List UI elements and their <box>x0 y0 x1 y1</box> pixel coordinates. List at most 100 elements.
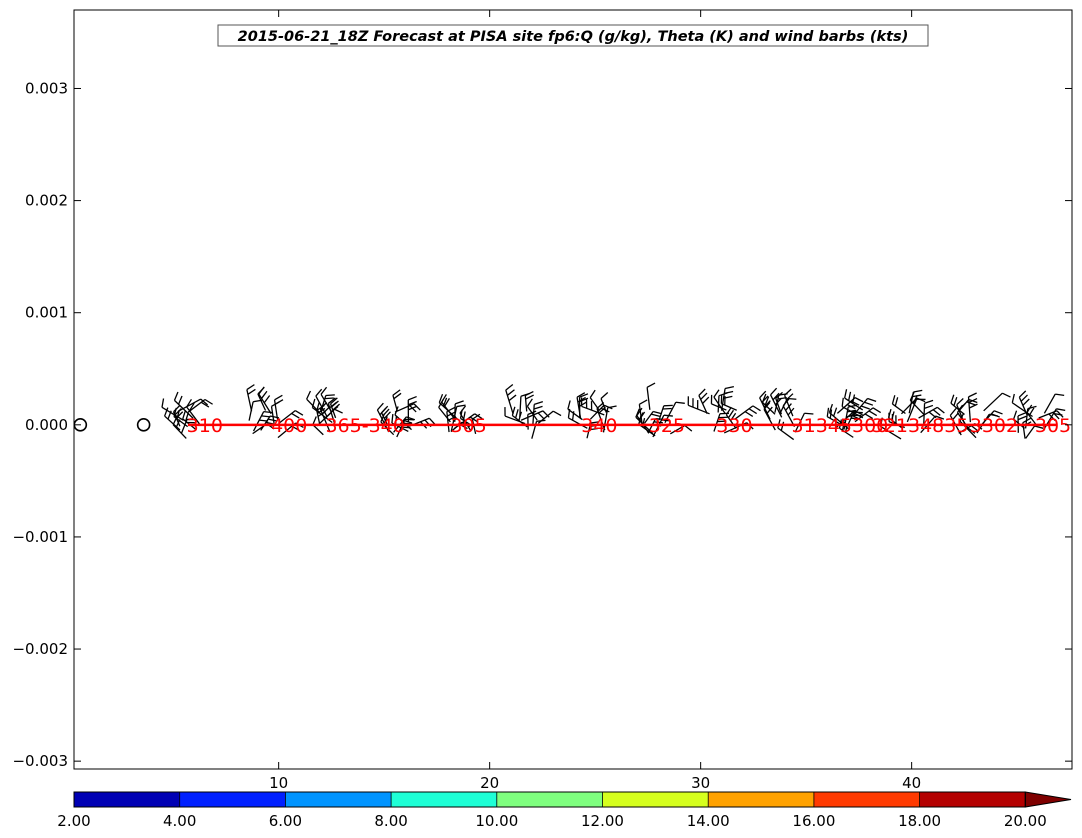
wind-barb-flag <box>515 409 519 419</box>
wind-barb-flag <box>661 419 671 422</box>
wind-barb-flag <box>311 398 316 408</box>
wind-barb-flag <box>576 392 586 398</box>
wind-barb-flag <box>723 395 733 399</box>
colorbar-segment <box>708 792 815 807</box>
wind-barb-flag <box>724 390 734 395</box>
wind-barb-flag <box>913 389 923 393</box>
wind-barb-flag <box>329 401 338 409</box>
wind-barb-shaft <box>980 410 995 426</box>
wind-barb-flag <box>713 389 720 398</box>
wind-barb-shaft <box>880 425 902 440</box>
wind-barb-flag <box>724 385 735 390</box>
wind-barb-flag <box>727 409 735 419</box>
wind-barb-shaft <box>392 395 398 412</box>
wind-barb-shaft <box>713 413 721 432</box>
colorbar-segment <box>813 792 921 807</box>
wind-barb-shaft <box>782 405 796 427</box>
wind-barb-shaft <box>504 415 526 425</box>
wind-barb-flag <box>1011 393 1015 403</box>
wind-barb-shaft <box>567 408 583 421</box>
wind-barb-flag <box>1017 411 1027 417</box>
colorbar-tick-label: 14.00 <box>687 812 730 830</box>
wind-barb-flag <box>534 401 544 405</box>
wind-barb-shaft <box>172 424 187 439</box>
wind-barb-shaft <box>759 397 771 420</box>
wind-barb-flag <box>588 427 599 431</box>
wind-barb-flag <box>991 413 1000 418</box>
wind-barb-shaft <box>983 392 1003 412</box>
wind-barb-flag <box>525 394 534 400</box>
wind-barb-flag <box>1053 412 1063 416</box>
wind-barb-flag <box>330 397 338 405</box>
wind-barb-flag <box>376 402 384 411</box>
y-axis: 0.003 0.002 0.001 0.000 −0.001 −0.002 −0.003 <box>12 79 1072 770</box>
wind-barb-flag <box>472 413 481 420</box>
wind-barb-flag <box>391 414 394 424</box>
colorbar-segment <box>391 792 498 807</box>
wind-barb-flag <box>552 410 562 417</box>
wind-barb-flag <box>928 411 937 419</box>
colorbar-tick-label: 12.00 <box>581 812 624 830</box>
wind-barb-flag <box>579 393 589 398</box>
wind-barb-shaft <box>643 411 654 424</box>
wind-barb-flag <box>263 410 273 414</box>
colorbar-tick-label: 2.00 <box>57 812 90 830</box>
wind-barb-flag <box>860 405 870 410</box>
wind-barb-flag <box>702 396 710 404</box>
wind-barb-shaft <box>1018 396 1029 416</box>
wind-barb-flag <box>764 396 770 406</box>
wind-barb-shaft <box>892 403 906 415</box>
theta-label: 330 <box>716 415 752 437</box>
wind-barb-flag <box>684 424 693 432</box>
colorbar-tick-label: 10.00 <box>475 812 518 830</box>
wind-barb-shaft <box>520 410 544 421</box>
wind-barb-shaft <box>844 397 864 411</box>
wind-barb-shaft <box>906 398 918 423</box>
wind-barb-shaft <box>1042 408 1057 431</box>
wind-barb-flag <box>306 390 312 400</box>
wind-barb-flag <box>969 403 978 409</box>
wind-barb-flag <box>380 413 386 423</box>
wind-barb-flag <box>804 412 814 415</box>
wind-barb-flag <box>408 395 417 401</box>
wind-barb-flag <box>949 408 957 416</box>
wind-barb-shaft <box>327 403 336 424</box>
y-tick-label: 0.000 <box>25 416 68 434</box>
wind-barb-flag <box>761 393 767 403</box>
wind-barb-flag <box>651 413 661 417</box>
theta-label: 400 <box>271 415 307 437</box>
wind-barb-flag <box>526 398 533 407</box>
theta-label: 310 <box>187 415 223 437</box>
wind-barb-shaft <box>459 412 472 432</box>
wind-barb-flag <box>1026 404 1033 413</box>
wind-barb-shaft <box>505 389 514 415</box>
wind-barbs <box>161 382 1066 441</box>
wind-barb-flag <box>1055 393 1065 397</box>
wind-barb-flag <box>891 395 896 405</box>
q-marker <box>136 418 151 432</box>
wind-barb-flag <box>324 397 334 400</box>
wind-barb-flag <box>956 398 964 406</box>
wind-barb-shaft <box>186 406 200 425</box>
wind-barb-flag <box>752 405 761 412</box>
wind-barb-flag <box>271 401 280 407</box>
wind-barb-flag <box>294 410 304 416</box>
colorbar-segment <box>602 792 709 807</box>
wind-barb-shaft <box>1043 393 1056 414</box>
wind-barb-flag <box>394 415 398 425</box>
wind-barb-flag <box>505 384 514 391</box>
wind-barb-flag <box>274 394 283 401</box>
wind-barb-flag <box>598 406 606 414</box>
wind-barb-shaft <box>711 403 727 411</box>
wind-barb-flag <box>993 410 1003 415</box>
wind-barb-flag <box>456 404 466 408</box>
wind-barb-shaft <box>725 414 737 429</box>
wind-barb-flag <box>1034 425 1044 429</box>
wind-barb-flag <box>246 384 255 391</box>
wind-barb-shaft <box>177 398 202 412</box>
wind-barb-shaft <box>950 402 965 415</box>
wind-barb-flag <box>772 392 780 401</box>
wind-barb-shaft <box>278 410 296 425</box>
wind-barb-flag <box>261 390 268 399</box>
wind-barb-flag <box>864 413 874 420</box>
